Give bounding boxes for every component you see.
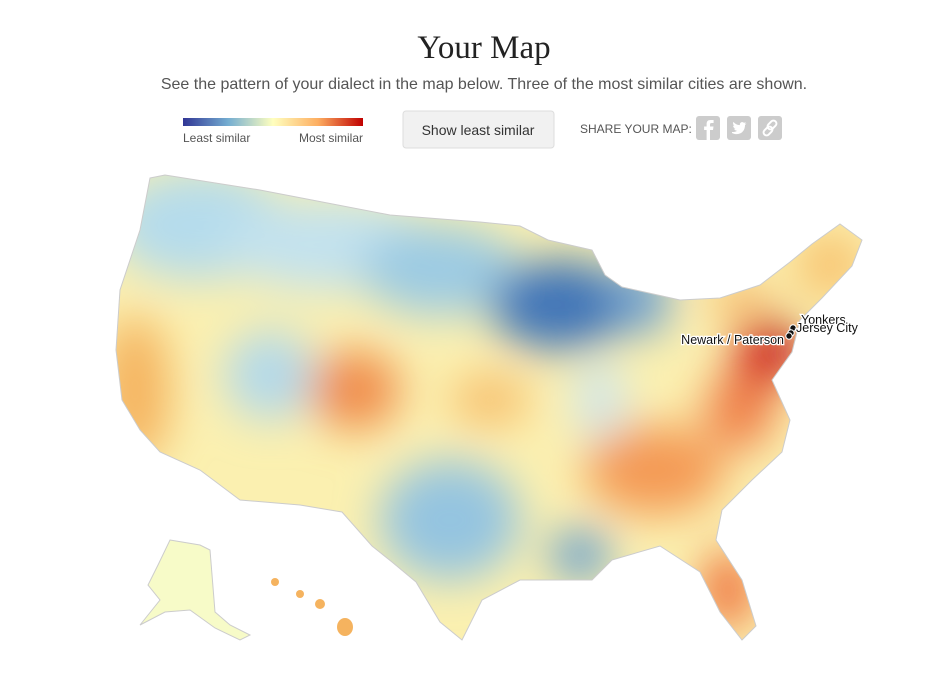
map-lower48 <box>116 175 862 640</box>
city-dot <box>785 332 793 340</box>
title: Your Map <box>417 30 550 66</box>
icon-bg[interactable] <box>758 116 782 140</box>
subtitle: See the pattern of your dialect in the m… <box>161 76 807 93</box>
icon-glyph[interactable] <box>704 120 714 140</box>
city-label: Newark / Paterson <box>681 333 784 347</box>
icon-glyph[interactable] <box>762 119 778 137</box>
city-markers: Yonkers Jersey City Newark / Paterson <box>680 312 860 349</box>
legend-high: Most similar <box>299 131 363 145</box>
legend-bar <box>183 118 363 126</box>
share-twitter[interactable] <box>727 116 751 140</box>
city-label: Yonkers <box>801 313 846 327</box>
share-label: SHARE YOUR MAP: <box>580 122 692 136</box>
button-bg[interactable] <box>402 110 555 149</box>
share-facebook[interactable] <box>696 116 720 140</box>
button-label[interactable]: Show least similar <box>422 122 535 138</box>
share-link[interactable] <box>758 116 782 140</box>
city-label: Jersey City <box>796 321 859 335</box>
icon-glyph[interactable] <box>732 121 747 135</box>
map-hawaii <box>271 578 353 636</box>
map-alaska <box>139 539 252 641</box>
map-outline <box>115 174 863 641</box>
toggle-button[interactable]: Show least similar <box>402 110 555 149</box>
legend-low: Least similar <box>183 131 250 145</box>
